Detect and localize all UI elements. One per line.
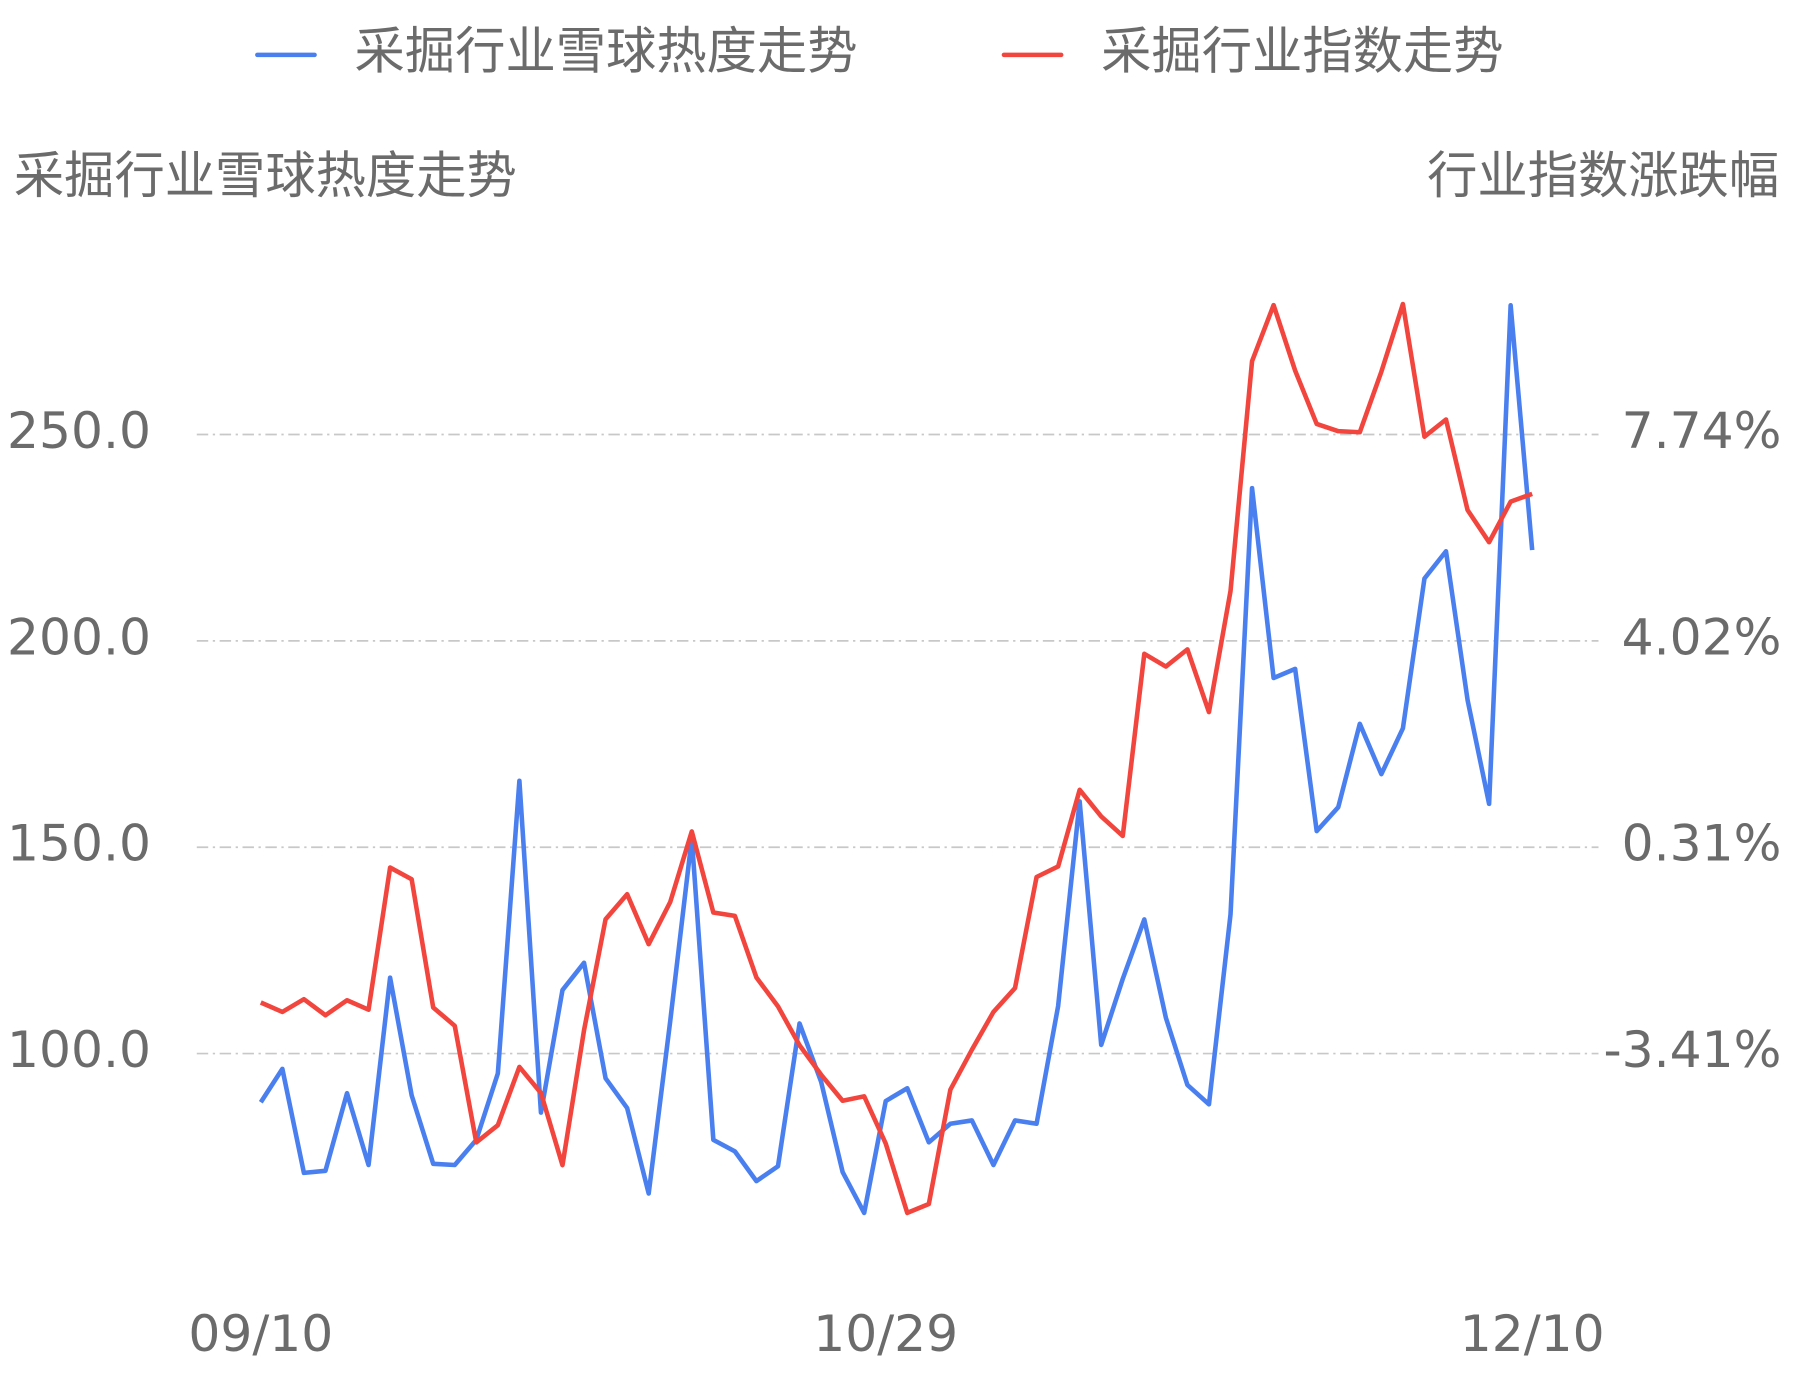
- y-tick-label: 250.0: [7, 401, 151, 460]
- y2-axis-title: 行业指数涨跌幅: [1427, 146, 1779, 205]
- legend-label: 采掘行业雪球热度走势: [355, 21, 858, 80]
- legend-label: 采掘行业指数走势: [1101, 21, 1503, 80]
- x-tick-label: 12/10: [1460, 1304, 1605, 1363]
- y2-tick-label: 7.74%: [1622, 401, 1782, 460]
- series-line: [259, 301, 1533, 1216]
- y2-tick-label: 4.02%: [1622, 608, 1782, 667]
- x-tick-label: 10/29: [813, 1304, 958, 1363]
- y-tick-label: 100.0: [7, 1020, 151, 1079]
- y-tick-label: 200.0: [7, 607, 151, 666]
- y-tick-label: 150.0: [7, 814, 151, 873]
- y-axis-title: 采掘行业雪球热度走势: [14, 146, 517, 205]
- x-tick-label: 09/10: [188, 1304, 333, 1363]
- y2-tick-label: -3.41%: [1604, 1020, 1782, 1079]
- series-line: [258, 302, 1535, 1216]
- y2-tick-label: 0.31%: [1622, 814, 1782, 873]
